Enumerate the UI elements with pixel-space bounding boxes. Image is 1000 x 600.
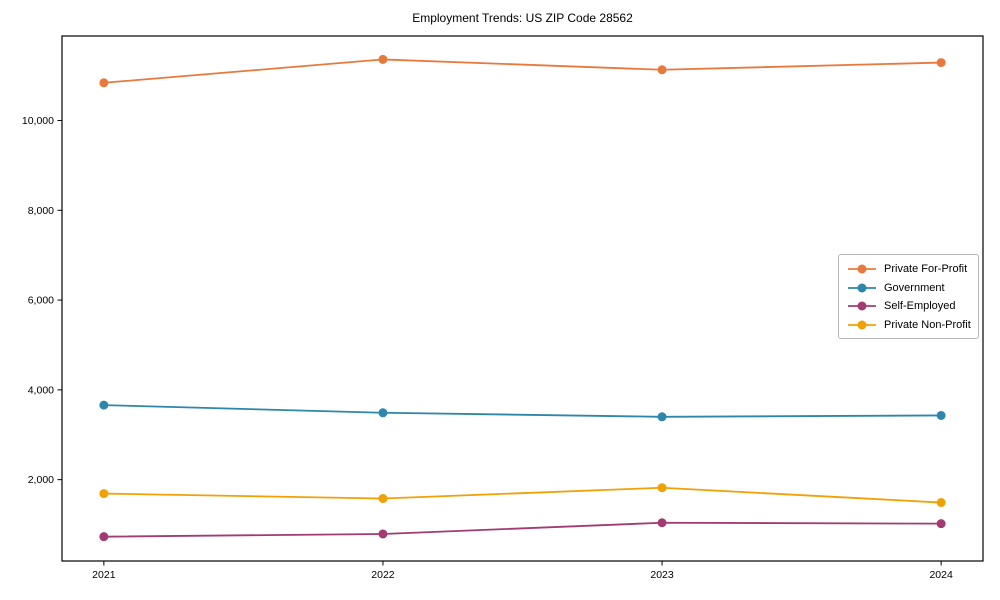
legend-item: Private Non-Profit bbox=[847, 316, 971, 335]
data-point-self-employed-2022 bbox=[378, 529, 388, 539]
legend-line-marker-icon bbox=[848, 320, 876, 330]
data-point-private-non-profit-2024 bbox=[936, 498, 946, 508]
data-point-private-non-profit-2022 bbox=[378, 494, 388, 504]
legend-label: Self-Employed bbox=[884, 300, 956, 313]
legend-label: Private For-Profit bbox=[884, 263, 968, 276]
legend-label: Private Non-Profit bbox=[884, 318, 971, 331]
y-tick-label: 4,000 bbox=[28, 384, 54, 396]
legend: Private For-Profit Government Self-Employe… bbox=[838, 254, 979, 339]
data-point-self-employed-2024 bbox=[936, 519, 946, 529]
series-line-private-for-profit bbox=[103, 58, 942, 84]
series-line-private-non-profit bbox=[103, 486, 942, 504]
data-point-government-2023 bbox=[657, 412, 667, 422]
x-tick-label: 2023 bbox=[650, 569, 674, 581]
legend-label: Government bbox=[884, 281, 945, 294]
data-point-government-2022 bbox=[378, 408, 388, 418]
data-point-private-for-profit-2024 bbox=[936, 58, 946, 68]
x-tick-label: 2022 bbox=[371, 569, 395, 581]
data-point-private-for-profit-2021 bbox=[99, 78, 109, 88]
data-point-government-2021 bbox=[99, 400, 109, 410]
chart-title: Employment Trends: US ZIP Code 28562 bbox=[412, 11, 633, 25]
data-point-private-non-profit-2023 bbox=[657, 483, 667, 493]
y-tick-label: 6,000 bbox=[28, 295, 54, 307]
data-point-self-employed-2021 bbox=[99, 532, 109, 542]
data-point-private-for-profit-2022 bbox=[378, 54, 388, 64]
series-line-self-employed bbox=[103, 521, 942, 538]
legend-item: Private For-Profit bbox=[847, 260, 970, 279]
x-tick-label: 2021 bbox=[92, 569, 116, 581]
data-point-self-employed-2023 bbox=[657, 518, 667, 528]
y-tick-label: 8,000 bbox=[28, 205, 54, 217]
legend-line-marker-icon bbox=[848, 301, 876, 311]
legend-line-marker-icon bbox=[848, 283, 876, 293]
legend-item: Government bbox=[847, 279, 970, 298]
series-line-government bbox=[103, 404, 942, 418]
axes-frame bbox=[61, 35, 984, 562]
legend-item: Self-Employed bbox=[847, 297, 970, 316]
data-point-private-non-profit-2021 bbox=[99, 489, 109, 499]
y-tick-label: 2,000 bbox=[28, 474, 54, 486]
data-point-private-for-profit-2023 bbox=[657, 65, 667, 75]
x-tick-label: 2024 bbox=[929, 569, 953, 581]
y-tick-label: 10,000 bbox=[22, 115, 54, 127]
legend-line-marker-icon bbox=[848, 264, 876, 274]
data-point-government-2024 bbox=[936, 410, 946, 420]
